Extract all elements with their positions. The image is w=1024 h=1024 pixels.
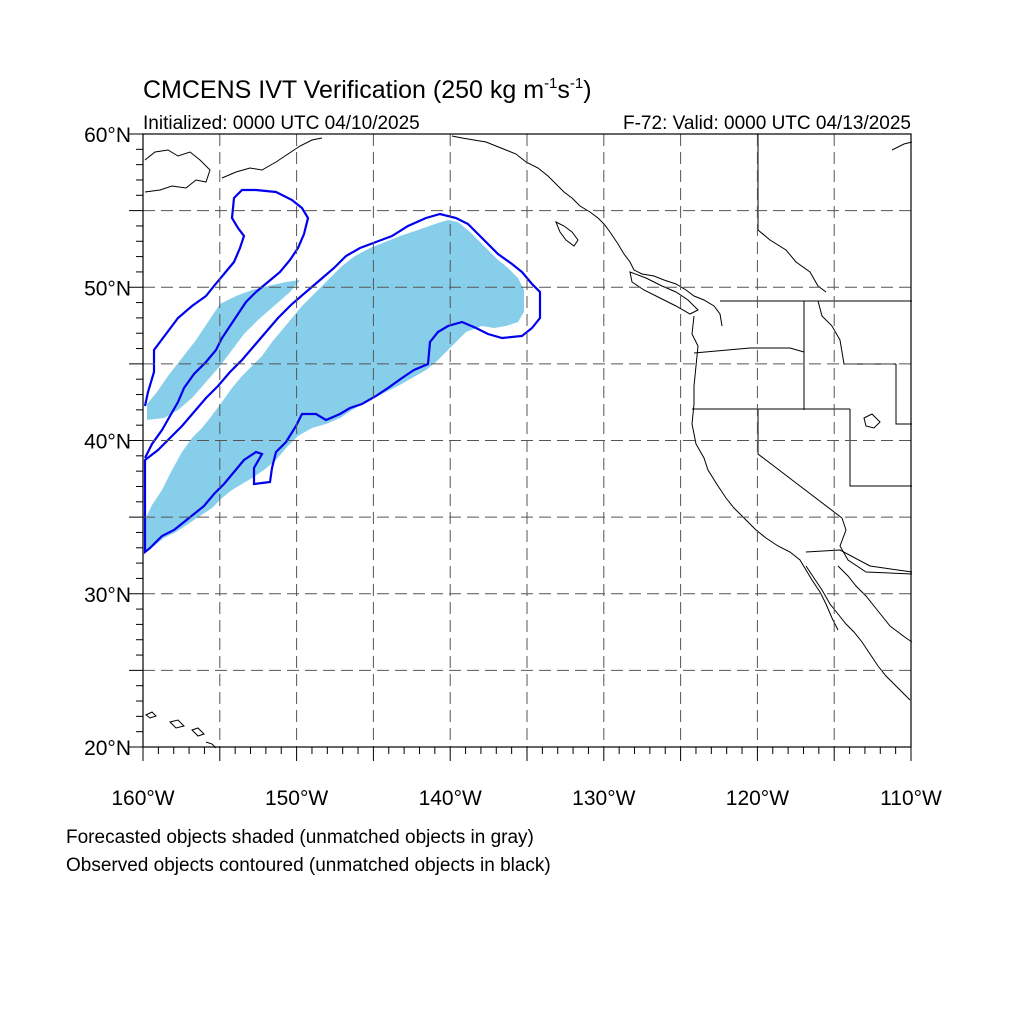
observed-contour-north: [143, 188, 310, 459]
title-sup1: -1: [544, 75, 557, 92]
lon-tick-label: 110°W: [880, 787, 942, 810]
lat-tick-label: 50°N: [84, 277, 131, 300]
title-sup2: -1: [570, 75, 583, 92]
washington-oregon-border: [693, 347, 805, 354]
tick-marks: [129, 133, 912, 761]
lat-tick-label: 30°N: [84, 584, 131, 607]
california-nevada-border: [757, 409, 843, 519]
coastlines: [144, 135, 913, 749]
political-boundaries: [692, 134, 913, 575]
lon-tick-label: 150°W: [265, 787, 328, 810]
alaska-coast: [144, 149, 211, 193]
canada-coast-right: [891, 141, 913, 151]
bc-coast: [609, 231, 723, 327]
vancouver-island: [629, 271, 699, 315]
baja-california: [805, 565, 911, 701]
alaska-panhandle: [451, 135, 611, 233]
subtitle-valid: F-72: Valid: 0000 UTC 04/13/2025: [623, 113, 911, 134]
hawaii-islands: [145, 711, 217, 749]
footer-note-forecast: Forecasted objects shaded (unmatched obj…: [66, 827, 534, 848]
lat-tick-label: 40°N: [84, 431, 131, 454]
observed-contour-main: [143, 212, 542, 555]
wyoming-border: [895, 364, 912, 425]
title-close: ): [583, 76, 591, 104]
lat-tick-label: 60°N: [84, 124, 131, 147]
nevada-east-border: [849, 409, 912, 487]
idaho-montana-border: [817, 300, 896, 365]
title-mid: s: [557, 76, 570, 104]
alaska-coast-east: [221, 137, 323, 179]
grid-lines: [143, 134, 911, 747]
plot-title: CMCENS IVT Verification (250 kg m-1s-1): [143, 75, 592, 104]
lon-tick-label: 120°W: [726, 787, 789, 810]
subtitle-initialized: Initialized: 0000 UTC 04/10/2025: [143, 113, 420, 134]
lat-tick-label: 20°N: [84, 737, 131, 760]
axis-labels: 20°N 30°N 40°N 50°N 60°N 160°W 150°W 140°W 130°W…: [84, 124, 942, 810]
footer-note-observed: Observed objects contoured (unmatched ob…: [66, 855, 551, 876]
title-main: CMCENS IVT Verification (250 kg m: [143, 76, 544, 104]
us-west-coast: [691, 315, 839, 631]
lon-tick-label: 140°W: [419, 787, 482, 810]
lon-tick-label: 160°W: [111, 787, 174, 810]
arizona-border: [839, 517, 913, 575]
mainland-mexico: [837, 565, 913, 643]
bc-coast-islands: [555, 220, 579, 247]
us-mexico-border: [805, 549, 913, 573]
forecast-object-shading: [145, 220, 524, 550]
canada-interior-line: [757, 134, 827, 293]
lon-tick-label: 130°W: [572, 787, 635, 810]
great-salt-lake: [863, 413, 881, 429]
